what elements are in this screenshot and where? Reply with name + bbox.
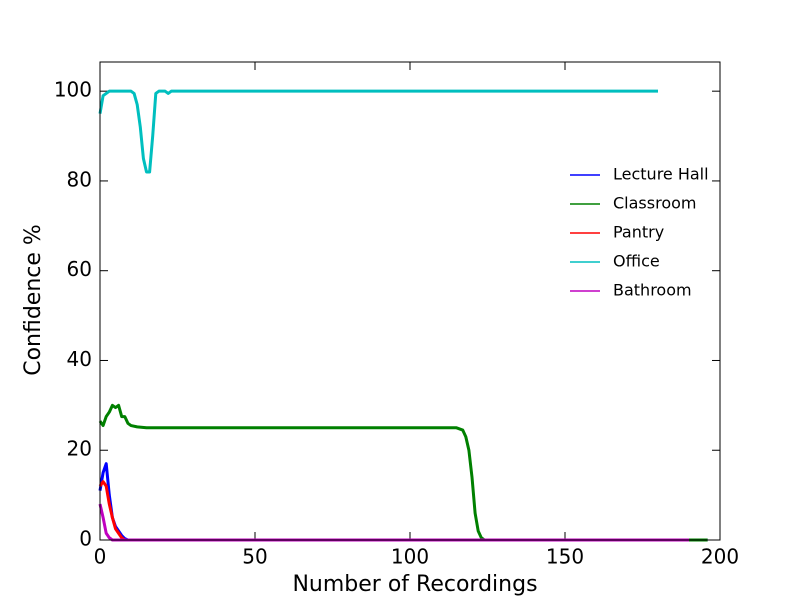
y-tick-label: 100 (54, 78, 92, 102)
x-tick-label: 50 (242, 545, 267, 569)
x-axis-label: Number of Recordings (292, 572, 537, 597)
y-tick-label: 60 (67, 257, 92, 281)
data-line (98, 462, 708, 542)
y-axis-label: Confidence % (21, 224, 46, 376)
data-line (98, 89, 658, 174)
y-tick-label: 0 (79, 527, 92, 551)
legend-label: Bathroom (613, 281, 692, 300)
data-line (98, 503, 689, 542)
data-line (98, 403, 708, 542)
legend-label: Lecture Hall (613, 165, 709, 184)
y-tick-label: 40 (67, 347, 92, 371)
plot-frame (99, 61, 721, 541)
y-tick-label: 80 (67, 167, 92, 191)
x-tick-label: 0 (94, 545, 107, 569)
x-tick-label: 200 (701, 545, 739, 569)
x-tick-label: 100 (391, 545, 429, 569)
legend-label: Office (613, 252, 660, 271)
legend-label: Classroom (613, 194, 696, 213)
y-tick-label: 20 (67, 437, 92, 461)
data-line (98, 480, 689, 542)
x-tick-label: 150 (546, 545, 584, 569)
legend-label: Pantry (613, 223, 664, 242)
